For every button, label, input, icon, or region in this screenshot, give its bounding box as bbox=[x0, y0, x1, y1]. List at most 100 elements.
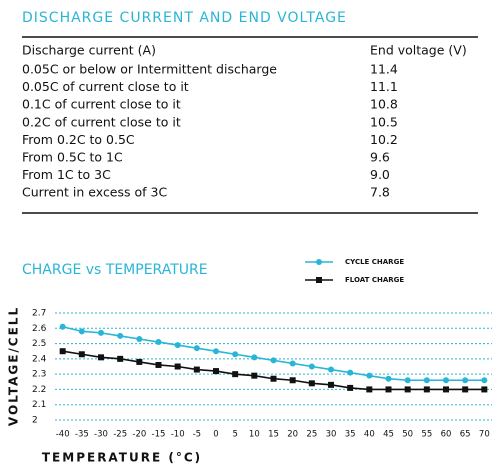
point bbox=[136, 335, 143, 342]
y-tick-label: 2.5 bbox=[32, 339, 46, 349]
point bbox=[481, 386, 488, 393]
legend-label: FLOAT CHARGE bbox=[345, 276, 404, 284]
point bbox=[117, 355, 124, 362]
point bbox=[174, 363, 181, 370]
point bbox=[462, 386, 469, 393]
x-tick-label: 65 bbox=[460, 430, 471, 440]
x-tick-label: 0 bbox=[213, 430, 218, 440]
table-cell: 11.4 bbox=[370, 62, 398, 77]
point bbox=[251, 354, 258, 361]
x-tick-label: 50 bbox=[402, 430, 413, 440]
point bbox=[174, 342, 181, 349]
x-tick-label: 55 bbox=[421, 430, 432, 440]
point bbox=[347, 384, 354, 391]
x-tick-label: -5 bbox=[193, 430, 201, 440]
series-line bbox=[62, 325, 485, 382]
point bbox=[289, 360, 296, 367]
x-tick-label: 20 bbox=[287, 430, 298, 440]
x-tick-label: -20 bbox=[132, 430, 146, 440]
point bbox=[289, 377, 296, 384]
table-cell: 9.6 bbox=[370, 150, 390, 165]
point bbox=[328, 366, 334, 373]
y-tick-label: 2.1 bbox=[32, 400, 46, 410]
x-tick-label: 30 bbox=[326, 430, 337, 440]
point bbox=[193, 345, 200, 352]
point bbox=[462, 377, 469, 384]
x-tick-label: -15 bbox=[152, 430, 166, 440]
x-tick-label: 10 bbox=[249, 430, 260, 440]
point bbox=[308, 363, 315, 370]
table-cell: 0.05C or below or Intermittent discharge bbox=[22, 62, 277, 77]
table-header: End voltage (V) bbox=[370, 43, 467, 58]
y-axis-title: VOLTAGE/CELL bbox=[7, 306, 21, 426]
y-tick-label: 2.7 bbox=[32, 309, 46, 319]
point bbox=[270, 357, 277, 364]
point bbox=[59, 348, 66, 355]
point bbox=[366, 372, 373, 379]
point bbox=[328, 381, 334, 388]
point bbox=[423, 377, 430, 384]
point bbox=[155, 339, 162, 346]
table-cell: 10.5 bbox=[370, 114, 398, 129]
x-tick-label: -40 bbox=[56, 430, 70, 440]
x-tick-label: 15 bbox=[268, 430, 279, 440]
point bbox=[270, 375, 277, 382]
point bbox=[136, 358, 143, 365]
y-tick-label: 2.2 bbox=[32, 385, 46, 395]
y-tick-label: 2.6 bbox=[32, 324, 47, 334]
point bbox=[78, 351, 85, 358]
point bbox=[404, 386, 411, 393]
x-axis-title: TEMPERATURE (°C) bbox=[42, 451, 202, 465]
point bbox=[481, 377, 488, 384]
x-tick-label: 25 bbox=[306, 430, 317, 440]
y-tick-label: 2 bbox=[32, 416, 38, 426]
y-tick-label: 2.3 bbox=[32, 370, 46, 380]
point bbox=[308, 380, 315, 387]
point bbox=[423, 386, 430, 393]
point bbox=[443, 377, 449, 384]
table-cell: 0.2C of current close to it bbox=[22, 114, 181, 129]
x-tick-label: 5 bbox=[232, 430, 237, 440]
x-tick-label: 60 bbox=[441, 430, 452, 440]
point bbox=[404, 377, 411, 384]
point bbox=[78, 328, 85, 335]
chart-title: CHARGE vs TEMPERATURE bbox=[22, 262, 208, 278]
point bbox=[98, 354, 104, 361]
y-tick-label: 2.4 bbox=[32, 354, 47, 364]
table-header: Discharge current (A) bbox=[22, 43, 156, 58]
point bbox=[213, 368, 219, 375]
legend-marker bbox=[316, 259, 322, 265]
table-title: DISCHARGE CURRENT AND END VOLTAGE bbox=[22, 10, 347, 26]
table-cell: From 1C to 3C bbox=[22, 167, 111, 182]
x-tick-label: 70 bbox=[479, 430, 490, 440]
table-cell: 9.0 bbox=[370, 167, 390, 182]
table-cell: 10.8 bbox=[370, 97, 398, 112]
point bbox=[443, 386, 449, 393]
x-tick-label: -10 bbox=[171, 430, 185, 440]
x-tick-label: -30 bbox=[94, 430, 108, 440]
point bbox=[385, 375, 392, 382]
point bbox=[385, 386, 392, 393]
legend-label: CYCLE CHARGE bbox=[345, 258, 404, 266]
point bbox=[213, 348, 219, 355]
point bbox=[366, 386, 373, 393]
series-line bbox=[62, 350, 485, 391]
table-cell: 10.2 bbox=[370, 132, 398, 147]
point bbox=[251, 372, 258, 379]
x-tick-label: 40 bbox=[364, 430, 375, 440]
point bbox=[232, 351, 239, 358]
legend-marker bbox=[316, 277, 322, 283]
point bbox=[59, 323, 66, 330]
table-cell: From 0.2C to 0.5C bbox=[22, 132, 135, 147]
point bbox=[117, 332, 124, 339]
table-cell: Current in excess of 3C bbox=[22, 185, 167, 200]
table-cell: 0.05C of current close to it bbox=[22, 79, 189, 94]
table-cell: From 0.5C to 1C bbox=[22, 150, 123, 165]
table-cell: 11.1 bbox=[370, 79, 398, 94]
point bbox=[98, 329, 104, 336]
point bbox=[155, 361, 162, 368]
point bbox=[193, 366, 200, 373]
point bbox=[232, 371, 239, 378]
table-cell: 0.1C of current close to it bbox=[22, 97, 181, 112]
